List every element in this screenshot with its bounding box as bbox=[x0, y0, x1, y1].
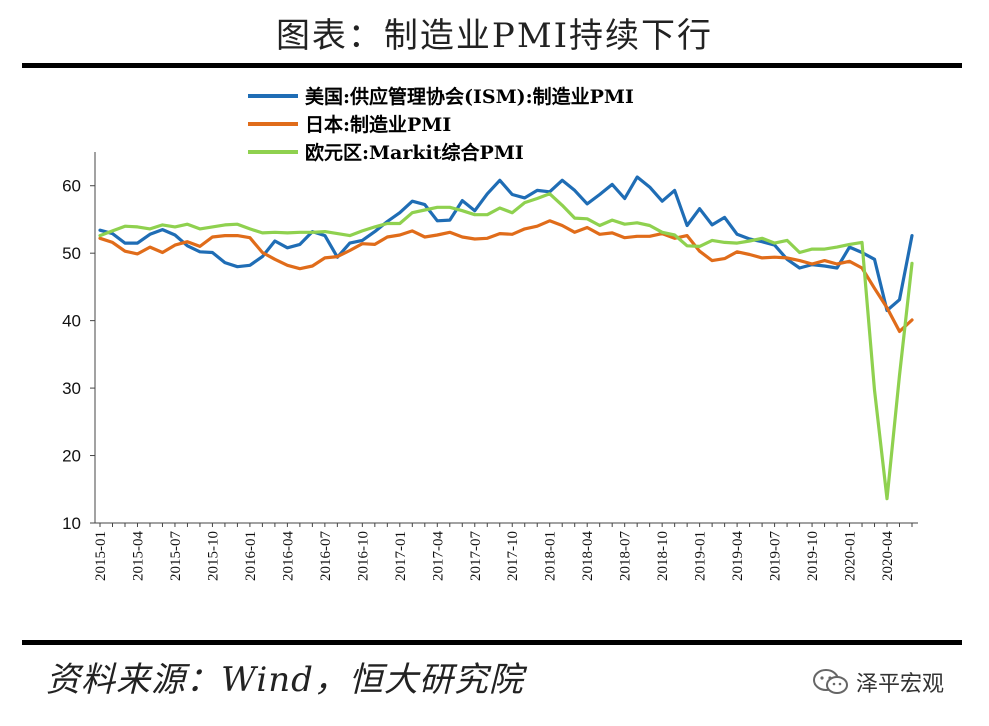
top-divider bbox=[22, 63, 962, 68]
x-tick-label: 2018-10 bbox=[655, 531, 671, 581]
legend-label-1: 日本:制造业PMI bbox=[305, 113, 451, 136]
series-line-2 bbox=[98, 192, 914, 501]
brand-name: 泽平宏观 bbox=[856, 672, 945, 697]
x-tick-label: 2015-01 bbox=[93, 531, 109, 581]
x-tick-label: 2015-10 bbox=[205, 531, 221, 581]
y-tick-label: 50 bbox=[62, 244, 81, 263]
series-line-0 bbox=[98, 175, 914, 313]
x-tick-label: 2016-07 bbox=[318, 531, 334, 581]
source-note: 资料来源：Wind，恒大研究院 bbox=[46, 660, 524, 700]
x-tick-label: 2019-10 bbox=[805, 531, 821, 581]
x-tick-label: 2016-04 bbox=[280, 531, 296, 581]
x-tick-label: 2020-04 bbox=[880, 531, 896, 581]
legend-label-2: 欧元区:Markit综合PMI bbox=[305, 141, 524, 164]
x-tick-label: 2017-10 bbox=[505, 531, 521, 581]
bottom-divider bbox=[22, 640, 962, 645]
series-lines bbox=[98, 175, 914, 501]
x-tick-label: 2015-04 bbox=[130, 531, 146, 581]
x-tick-label: 2016-10 bbox=[355, 531, 371, 581]
axes: 10 20 30 40 50 60 2015-01 2015-04 2015-07 2015-10… bbox=[62, 152, 918, 581]
brand-mark: 泽平宏观 bbox=[812, 664, 944, 700]
legend: 美国:供应管理协会(ISM):制造业PMI 日本:制造业PMI 欧元区:Markit… bbox=[248, 85, 634, 164]
y-tick-label: 20 bbox=[62, 447, 81, 466]
legend-label-0: 美国:供应管理协会(ISM):制造业PMI bbox=[305, 85, 634, 108]
x-tick-label: 2017-07 bbox=[468, 531, 484, 581]
x-tick-label: 2018-04 bbox=[580, 531, 596, 581]
x-tick-label: 2020-01 bbox=[843, 531, 859, 581]
y-tick-label: 40 bbox=[62, 312, 81, 331]
series-line-1 bbox=[98, 219, 914, 333]
x-tick-label: 2019-07 bbox=[768, 531, 784, 581]
chart-title: 图表：制造业PMI持续下行 bbox=[275, 16, 714, 56]
x-tick-label: 2018-01 bbox=[543, 531, 559, 581]
y-tick-label: 60 bbox=[62, 177, 81, 196]
wechat-icon bbox=[813, 669, 848, 694]
x-tick-label: 2018-07 bbox=[618, 531, 634, 581]
y-tick-label: 30 bbox=[62, 379, 81, 398]
x-tick-label: 2019-04 bbox=[730, 531, 746, 581]
x-tick-label: 2019-01 bbox=[693, 531, 709, 581]
x-tick-label: 2017-01 bbox=[393, 531, 409, 581]
x-tick-label: 2016-01 bbox=[243, 531, 259, 581]
x-tick-label: 2017-04 bbox=[430, 531, 446, 581]
y-tick-label: 10 bbox=[62, 514, 81, 533]
x-tick-label: 2015-07 bbox=[168, 531, 184, 581]
